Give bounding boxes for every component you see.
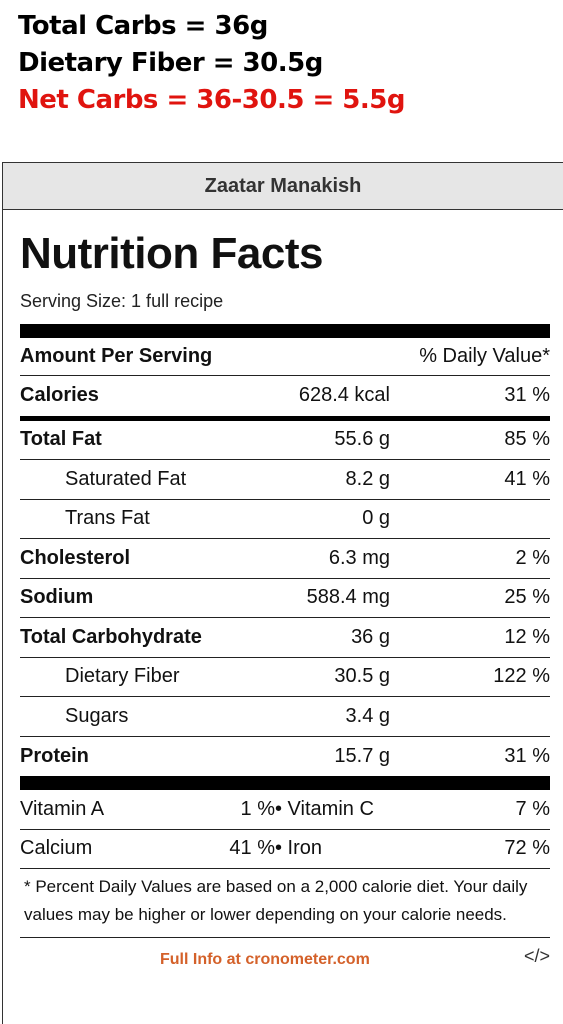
vitamin-row: Vitamin A 1 % • Vitamin C 7 % <box>20 790 550 830</box>
nutrient-amount: 0 g <box>362 507 390 530</box>
nutrient-row-calories: Calories 628.4 kcal 31 % <box>20 376 550 416</box>
nutrient-amount: 15.7 g <box>334 744 390 767</box>
vitamin-name: Vitamin A <box>20 797 105 820</box>
nutrient-name: Dietary Fiber <box>65 665 180 688</box>
nutrient-name: Protein <box>20 744 89 767</box>
daily-value-footnote: * Percent Daily Values are based on a 2,… <box>20 869 550 938</box>
net-carbs-text: Net Carbs = 36-30.5 = 5.5g <box>18 85 405 115</box>
nutrition-facts-heading: Nutrition Facts <box>20 229 323 278</box>
nutrient-daily-value: 2 % <box>515 546 550 569</box>
nutrient-daily-value: 85 % <box>504 428 550 451</box>
nutrient-row-saturated-fat: Saturated Fat 8.2 g 41 % <box>20 460 550 500</box>
nutrient-row-sugars: Sugars 3.4 g <box>20 697 550 737</box>
carb-summary: Total Carbs = 36g Dietary Fiber = 30.5g … <box>18 8 405 119</box>
nutrient-name: Cholesterol <box>20 546 131 569</box>
serving-size: Serving Size: 1 full recipe <box>20 291 224 311</box>
vitamin-name: • Iron <box>275 837 323 860</box>
vitamin-value: 1 % <box>240 797 275 820</box>
vitamin-name: • Vitamin C <box>275 797 374 820</box>
nutrient-amount: 628.4 kcal <box>298 384 390 407</box>
amount-per-serving-label: Amount Per Serving <box>20 345 213 367</box>
card-footer: Full Info at cronometer.com </> <box>20 938 550 978</box>
nutrient-row-total-carbohydrate: Total Carbohydrate 36 g 12 % <box>20 618 550 658</box>
nutrient-name: Saturated Fat <box>65 467 187 490</box>
nutrient-name: Sugars <box>65 704 129 727</box>
daily-value-label: % Daily Value* <box>419 345 550 367</box>
nutrient-amount: 588.4 mg <box>306 586 390 609</box>
nutrition-card: Zaatar Manakish Nutrition Facts Serving … <box>2 162 563 1024</box>
nutrient-row-trans-fat: Trans Fat 0 g <box>20 500 550 539</box>
nutrient-row-protein: Protein 15.7 g 31 % <box>20 737 550 777</box>
recipe-title: Zaatar Manakish <box>3 163 563 210</box>
nutrient-name: Trans Fat <box>65 507 150 530</box>
nutrient-row-total-fat: Total Fat 55.6 g 85 % <box>20 421 550 460</box>
vitamin-name: Calcium <box>20 837 93 860</box>
nutrient-amount: 55.6 g <box>334 428 390 451</box>
total-carbs-text: Total Carbs = 36g <box>18 11 268 41</box>
nutrient-daily-value: 25 % <box>504 586 550 609</box>
nutrient-daily-value: 31 % <box>504 744 550 767</box>
nutrient-name: Sodium <box>20 586 94 609</box>
vitamin-value: 7 % <box>515 797 550 820</box>
thick-divider <box>20 324 550 338</box>
nutrient-row-cholesterol: Cholesterol 6.3 mg 2 % <box>20 539 550 579</box>
full-info-link[interactable]: Full Info at cronometer.com <box>160 951 370 968</box>
vitamin-value: 72 % <box>504 837 550 860</box>
nutrient-amount: 3.4 g <box>345 704 390 727</box>
nutrient-row-dietary-fiber: Dietary Fiber 30.5 g 122 % <box>20 658 550 697</box>
nutrient-name: Calories <box>20 384 99 407</box>
vitamin-value: 41 % <box>229 837 275 860</box>
nutrient-amount: 6.3 mg <box>328 546 390 569</box>
nutrient-daily-value: 122 % <box>493 665 550 688</box>
nutrient-daily-value: 12 % <box>504 625 550 648</box>
medium-divider <box>20 415 550 421</box>
nutrient-name: Total Carbohydrate <box>20 625 202 648</box>
nutrient-name: Total Fat <box>20 428 102 451</box>
amount-header-row: Amount Per Serving % Daily Value* <box>20 338 550 376</box>
dietary-fiber-text: Dietary Fiber = 30.5g <box>18 48 323 78</box>
embed-code-icon[interactable]: </> <box>523 946 550 966</box>
nutrition-panel: Nutrition Facts Serving Size: 1 full rec… <box>20 228 550 978</box>
nutrient-amount: 36 g <box>351 625 390 648</box>
nutrient-daily-value: 41 % <box>504 467 550 490</box>
nutrient-row-sodium: Sodium 588.4 mg 25 % <box>20 579 550 618</box>
nutrient-daily-value: 31 % <box>504 384 550 407</box>
nutrient-amount: 8.2 g <box>345 467 390 490</box>
nutrient-amount: 30.5 g <box>334 665 390 688</box>
vitamin-row: Calcium 41 % • Iron 72 % <box>20 830 550 869</box>
thick-divider <box>20 776 550 790</box>
